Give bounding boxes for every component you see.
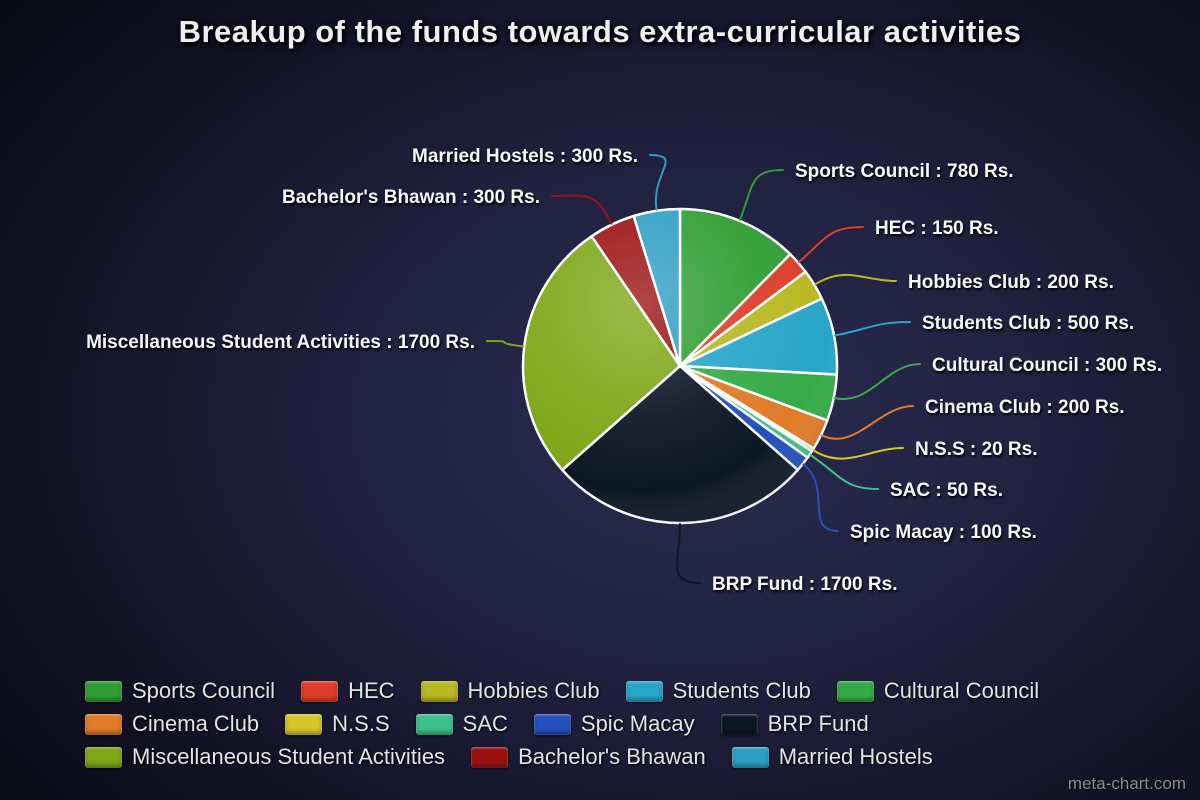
callout-line: [833, 363, 921, 400]
pie-gloss-overlay: [523, 209, 837, 523]
legend-item: Students Club: [625, 678, 811, 704]
legend-label: BRP Fund: [767, 711, 869, 736]
legend-label: Cinema Club: [132, 711, 260, 736]
legend-item: HEC: [301, 678, 395, 704]
callout-line: [812, 447, 904, 460]
legend: Sports Council HEC Hobbies Club Students Cl…: [85, 678, 1039, 777]
callout-label: Bachelor's Bhawan : 300 Rs.: [282, 187, 540, 208]
legend-label: Miscellaneous Student Activities: [132, 744, 446, 769]
callout-label: Spic Macay : 100 Rs.: [850, 522, 1037, 543]
callout-label: Cinema Club : 200 Rs.: [925, 397, 1125, 418]
legend-item: SAC: [415, 711, 508, 737]
watermark: meta-chart.com: [1067, 774, 1186, 793]
legend-label: Students Club: [672, 678, 811, 703]
callout-label: SAC : 50 Rs.: [890, 480, 1003, 501]
legend-swatch: [720, 713, 758, 735]
callout-label: Cultural Council : 300 Rs.: [932, 355, 1162, 376]
callout-label: N.S.S : 20 Rs.: [915, 439, 1038, 460]
callout-line: [486, 340, 525, 348]
callout-lines: [486, 154, 921, 584]
legend-swatch: [731, 746, 769, 768]
legend-label: SAC: [462, 711, 508, 736]
callout-line: [551, 194, 613, 225]
legend-item: Bachelor's Bhawan: [471, 744, 706, 770]
legend-label: N.S.S: [332, 711, 390, 736]
legend-swatch: [285, 713, 323, 735]
legend-swatch: [420, 680, 458, 702]
legend-swatch: [533, 713, 571, 735]
callout-label: Miscellaneous Student Activities : 1700 …: [86, 332, 475, 353]
legend-swatch: [836, 680, 874, 702]
callout-label: Students Club : 500 Rs.: [922, 313, 1134, 334]
callout-line: [809, 454, 879, 490]
chart-title: Breakup of the funds towards extra-curri…: [178, 14, 1022, 49]
legend-label: Married Hostels: [778, 744, 933, 769]
legend-row: Sports Council HEC Hobbies Club Students Cl…: [85, 678, 1039, 704]
callout-line: [802, 463, 839, 532]
legend-label: Sports Council: [132, 678, 276, 703]
legend-item: Spic Macay: [533, 711, 695, 737]
callout-line: [738, 169, 784, 221]
legend-item: N.S.S: [285, 711, 390, 737]
legend-item: Married Hostels: [731, 744, 933, 770]
legend-swatch: [301, 680, 339, 702]
legend-label: Spic Macay: [580, 711, 695, 736]
legend-item: BRP Fund: [720, 711, 869, 737]
legend-item: Cultural Council: [836, 678, 1040, 704]
legend-item: Sports Council: [85, 678, 275, 704]
callout-line: [821, 405, 914, 440]
legend-item: Miscellaneous Student Activities: [85, 744, 445, 770]
legend-label: Hobbies Club: [467, 678, 600, 703]
callout-line: [649, 154, 667, 211]
callout-label: Sports Council : 780 Rs.: [795, 161, 1014, 182]
legend-swatch: [85, 680, 122, 702]
callout-label: BRP Fund : 1700 Rs.: [712, 574, 897, 595]
callout-line: [814, 273, 897, 286]
legend-swatch: [625, 680, 663, 702]
legend-swatch: [415, 713, 453, 735]
legend-row: Miscellaneous Student Activities Bachelor…: [85, 744, 1039, 770]
legend-item: Hobbies Club: [420, 678, 600, 704]
legend-item: Cinema Club: [85, 711, 259, 737]
legend-swatch: [85, 746, 122, 768]
callout-label: Hobbies Club : 200 Rs.: [908, 272, 1114, 293]
callout-label: Married Hostels : 300 Rs.: [412, 146, 638, 167]
legend-label: Bachelor's Bhawan: [518, 744, 706, 769]
legend-swatch: [471, 746, 509, 768]
callout-label: HEC : 150 Rs.: [875, 218, 999, 239]
legend-label: Cultural Council: [883, 678, 1040, 703]
callout-labels: Sports Council : 780 Rs. HEC : 150 Rs. Hob…: [86, 146, 1162, 595]
legend-row: Cinema Club N.S.S SAC Spic Macay BRP Fund: [85, 711, 1039, 737]
callout-line: [798, 226, 864, 263]
legend-swatch: [85, 713, 122, 735]
legend-label: HEC: [348, 678, 395, 703]
callout-line: [834, 321, 911, 337]
callout-line: [676, 523, 701, 584]
